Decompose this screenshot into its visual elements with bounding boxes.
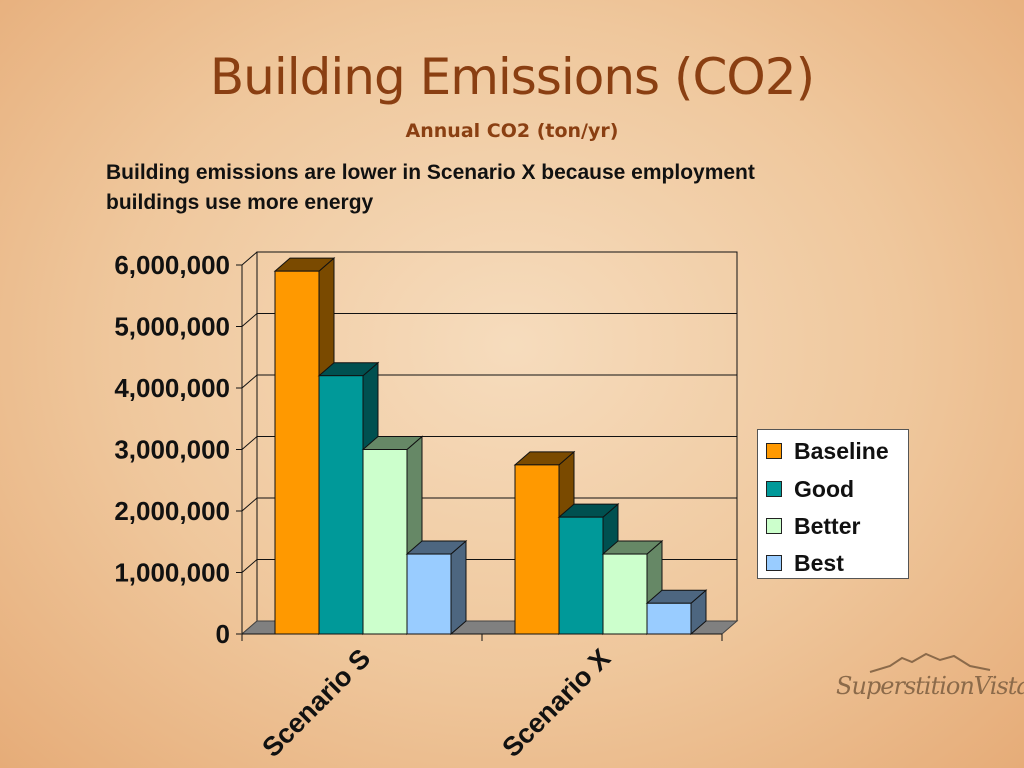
x-tick-labels: Scenario S Scenario X [256, 643, 616, 763]
caption-line-1: Building emissions are lower in Scenario… [106, 161, 755, 184]
bar-front [602, 553, 648, 635]
y-tick-label: 2,000,000 [114, 496, 230, 526]
legend-swatch-baseline [766, 443, 782, 459]
gridline-side [241, 559, 258, 573]
caption-line-2: buildings use more energy [106, 191, 374, 214]
legend-item-good: Good [766, 476, 854, 502]
bar-front [558, 516, 604, 635]
legend-label-better: Better [794, 512, 861, 539]
caption: Building emissions are lower in Scenario… [106, 158, 926, 218]
y-tick-label: 1,000,000 [114, 558, 230, 588]
gridline-side [241, 374, 258, 389]
legend-item-better: Better [766, 513, 860, 539]
slide-title: Building Emissions (CO2) [209, 48, 815, 106]
bars [273, 257, 708, 636]
x-tick-label: Scenario X [496, 643, 616, 763]
x-tick-label: Scenario S [256, 643, 376, 763]
y-tick-label: 6,000,000 [114, 250, 230, 280]
legend-label-baseline: Baseline [794, 437, 889, 464]
y-tick-labels: 0 1,000,000 2,000,000 3,000,000 4,000,000 5,0… [114, 250, 230, 649]
legend-item-baseline: Baseline [766, 438, 889, 464]
bar-front [362, 449, 408, 635]
legend-swatch-better [766, 518, 782, 534]
legend-label-good: Good [794, 475, 855, 502]
y-tick-label: 0 [216, 619, 230, 649]
legend: Baseline Good Better Best [757, 429, 909, 579]
legend-label-best: Best [794, 549, 844, 576]
gridline-side [241, 497, 258, 512]
chart-title: Annual CO2 (ton/yr) [405, 120, 619, 142]
bar-front [274, 270, 320, 635]
legend-swatch-good [766, 481, 782, 497]
gridline-side [241, 436, 258, 450]
y-tick-label: 3,000,000 [114, 435, 230, 465]
bar-front [646, 602, 692, 635]
legend-item-best: Best [766, 550, 844, 576]
bar-front [514, 464, 560, 635]
y-tick-label: 4,000,000 [114, 373, 230, 403]
y-tick-label: 5,000,000 [114, 312, 230, 342]
gridline-side [241, 251, 258, 266]
superstition-vistas-logo [869, 652, 991, 673]
bar-front [406, 553, 452, 635]
bar-front [318, 375, 364, 635]
logo-text: SuperstitionVistas [836, 672, 1024, 700]
bar-best-scenario-x [645, 589, 708, 636]
bar-best-scenario-s [405, 539, 468, 636]
legend-swatch-best [766, 555, 782, 571]
gridline-side [241, 313, 258, 327]
bar-side [450, 539, 467, 636]
